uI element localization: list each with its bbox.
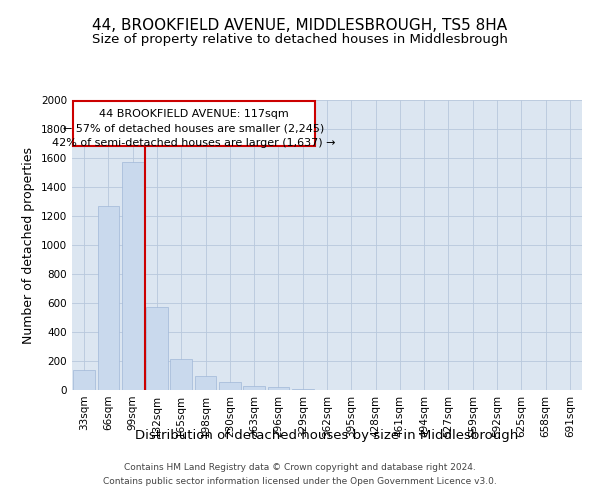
Bar bbox=[268, 387, 289, 390]
Text: 44 BROOKFIELD AVENUE: 117sqm: 44 BROOKFIELD AVENUE: 117sqm bbox=[99, 110, 289, 120]
Bar bbox=[219, 382, 241, 390]
Bar bbox=[146, 308, 168, 390]
Text: Contains public sector information licensed under the Open Government Licence v3: Contains public sector information licen… bbox=[103, 477, 497, 486]
Bar bbox=[194, 376, 217, 390]
Bar bbox=[170, 359, 192, 390]
Text: ← 57% of detached houses are smaller (2,245): ← 57% of detached houses are smaller (2,… bbox=[64, 124, 325, 134]
Bar bbox=[243, 386, 265, 390]
Bar bbox=[73, 370, 95, 390]
Text: 42% of semi-detached houses are larger (1,637) →: 42% of semi-detached houses are larger (… bbox=[52, 138, 336, 148]
Bar bbox=[97, 206, 119, 390]
Text: Contains HM Land Registry data © Crown copyright and database right 2024.: Contains HM Land Registry data © Crown c… bbox=[124, 464, 476, 472]
Bar bbox=[122, 162, 143, 390]
Text: Size of property relative to detached houses in Middlesbrough: Size of property relative to detached ho… bbox=[92, 32, 508, 46]
FancyBboxPatch shape bbox=[73, 102, 315, 146]
Text: Distribution of detached houses by size in Middlesbrough: Distribution of detached houses by size … bbox=[136, 428, 518, 442]
Text: 44, BROOKFIELD AVENUE, MIDDLESBROUGH, TS5 8HA: 44, BROOKFIELD AVENUE, MIDDLESBROUGH, TS… bbox=[92, 18, 508, 32]
Y-axis label: Number of detached properties: Number of detached properties bbox=[22, 146, 35, 344]
